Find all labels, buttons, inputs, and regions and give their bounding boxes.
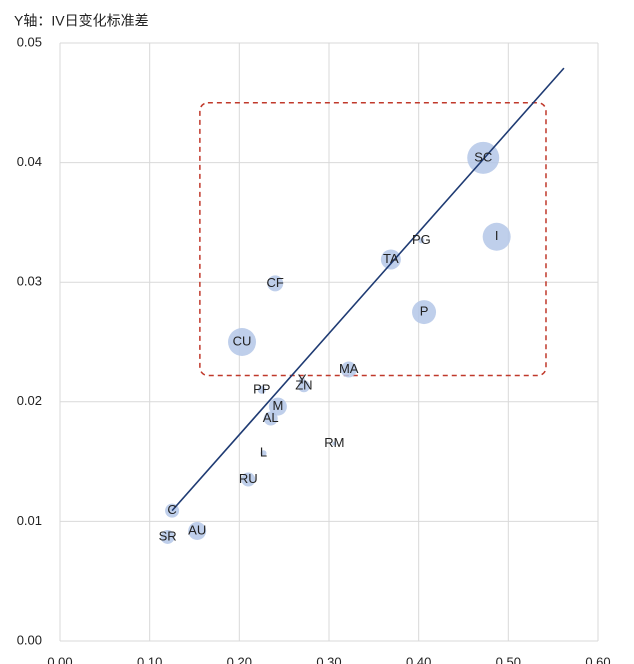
data-label: RU	[239, 471, 258, 486]
x-tick-label: 0.20	[227, 654, 252, 664]
x-tick-label: 0.50	[496, 654, 521, 664]
data-label: C	[167, 502, 176, 517]
data-label: PP	[253, 381, 270, 396]
data-label: AU	[188, 522, 206, 537]
y-tick-label: 0.03	[17, 274, 42, 289]
bubble	[257, 385, 266, 394]
data-label: RM	[324, 435, 344, 450]
bubble	[332, 441, 337, 446]
data-label: TA	[383, 251, 399, 266]
data-label: MA	[339, 361, 359, 376]
highlight-box	[199, 102, 547, 377]
data-label: L	[260, 445, 267, 460]
bubble	[260, 450, 267, 457]
data-label: PG	[412, 232, 431, 247]
bubble	[188, 521, 207, 540]
data-label: Y	[298, 372, 307, 387]
y-tick-label: 0.05	[17, 34, 42, 49]
x-tick-label: 0.00	[47, 654, 72, 664]
data-label: M	[272, 398, 283, 413]
y-tick-label: 0.00	[17, 632, 42, 647]
data-label: I	[495, 228, 499, 243]
x-tick-label: 0.30	[316, 654, 341, 664]
bubble	[297, 380, 310, 393]
bubble	[412, 300, 437, 325]
data-label: CF	[267, 275, 284, 290]
bubble	[482, 222, 511, 251]
y-axis-label: Y轴：IV日变化标准差	[14, 13, 149, 29]
data-label: P	[420, 304, 429, 319]
data-label: SR	[159, 528, 177, 543]
data-label: CU	[233, 333, 252, 348]
bubble	[418, 237, 425, 244]
y-tick-label: 0.01	[17, 513, 42, 528]
x-tick-label: 0.40	[406, 654, 431, 664]
bubble	[268, 397, 287, 416]
x-tick-label: 0.60	[585, 654, 610, 664]
bubble	[263, 411, 278, 426]
y-tick-label: 0.02	[17, 393, 42, 408]
bubble	[267, 275, 284, 292]
bubble	[380, 249, 401, 270]
y-tick-label: 0.04	[17, 154, 42, 169]
data-label: SC	[474, 149, 492, 164]
bubble	[241, 472, 256, 487]
bubble	[160, 529, 175, 544]
x-tick-label: 0.10	[137, 654, 162, 664]
data-label: ZN	[295, 378, 312, 393]
trendline	[171, 67, 565, 512]
bubble	[340, 361, 357, 378]
bubble	[228, 328, 257, 356]
data-label: AL	[263, 410, 279, 425]
